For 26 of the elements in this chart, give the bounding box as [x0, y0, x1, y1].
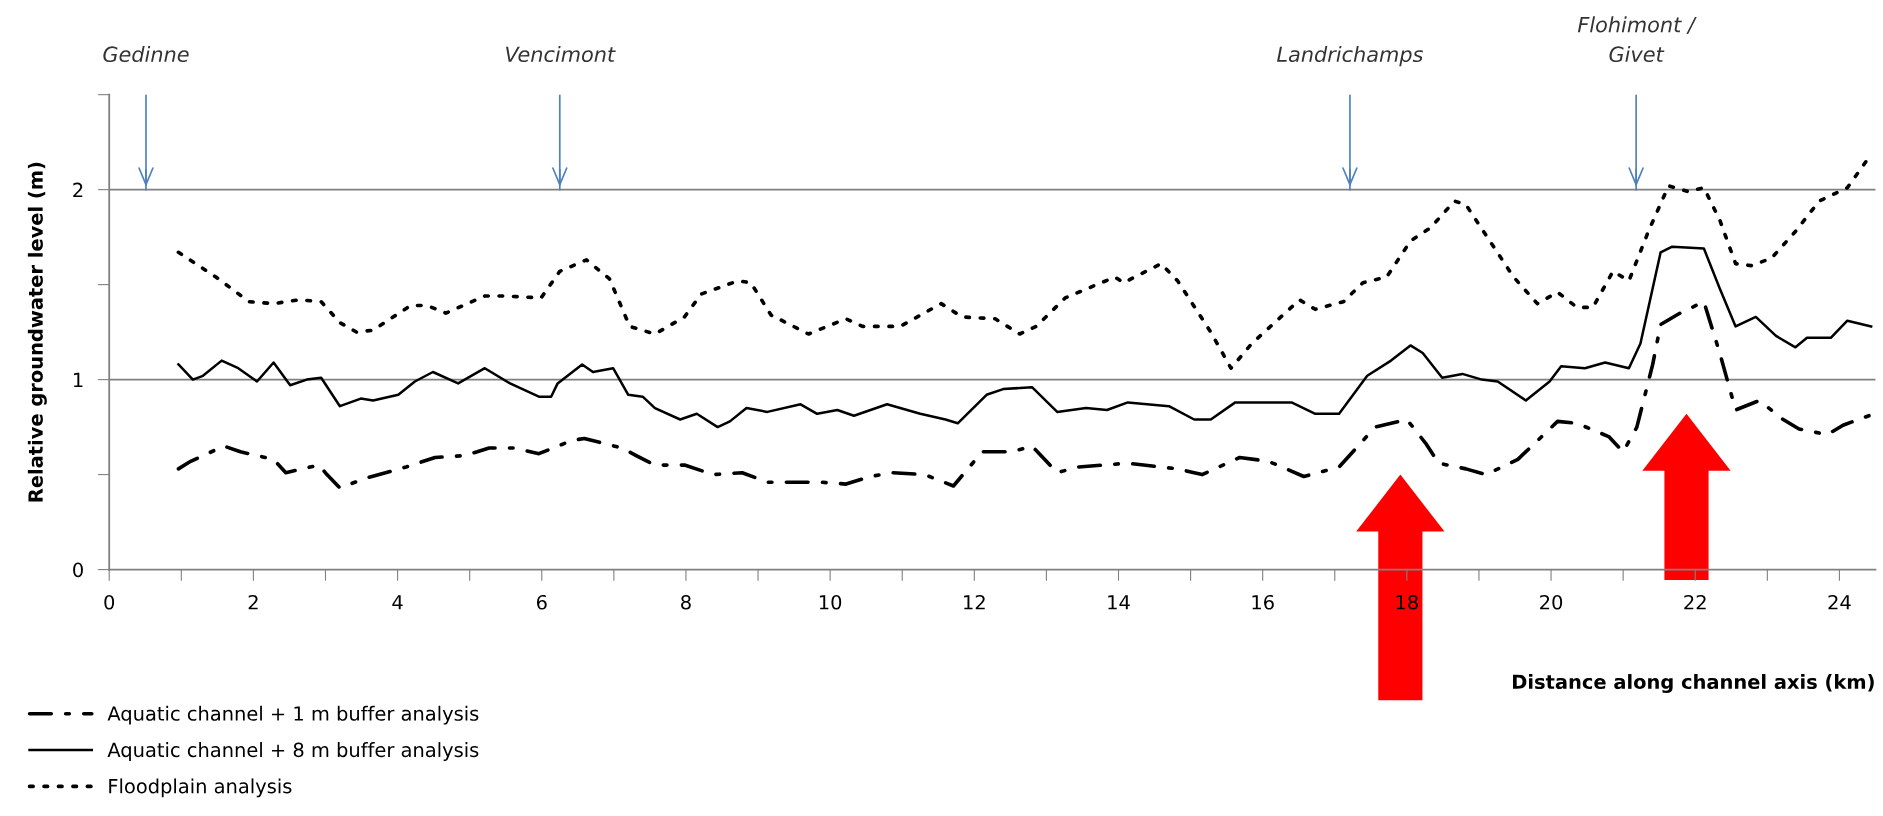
ref-line-label: Vencimont [506, 46, 616, 63]
y-tick-label: 2 [73, 182, 83, 198]
y-axis-title: Relative groundwater level (m) [27, 162, 47, 502]
line-series [177, 245, 1873, 429]
x-tick-label: 24 [1828, 594, 1851, 610]
legend-label: Aquatic channel + 1 m buffer analysis [107, 705, 479, 725]
x-tick-label: 6 [536, 594, 547, 610]
x-axis-title: Distance along channel axis (km) [1513, 674, 1874, 694]
y-tick-label: 0 [73, 562, 83, 578]
ref-line-label: Landrichamps [1277, 46, 1423, 67]
x-tick-label: 8 [681, 594, 691, 610]
legend-label: Aquatic channel + 8 m buffer analysis [107, 742, 479, 761]
x-tick-label: 12 [964, 594, 985, 610]
x-tick-label: 16 [1252, 594, 1274, 610]
x-tick-label: 14 [1108, 595, 1130, 610]
ref-line-label: Flohimont / Givet [1577, 16, 1697, 63]
x-tick-label: 2 [248, 594, 258, 610]
legend-label: Floodplain analysis [109, 778, 292, 798]
x-tick-label: 20 [1540, 594, 1563, 610]
x-tick-label: 4 [392, 595, 403, 610]
x-tick-label: 18 [1396, 594, 1418, 610]
ref-line-label: Gedinne [103, 46, 189, 63]
x-tick-label: 0 [104, 594, 115, 610]
x-tick-label: 10 [819, 594, 842, 610]
y-tick-label: 1 [73, 372, 83, 387]
x-tick-label: 22 [1684, 594, 1706, 610]
